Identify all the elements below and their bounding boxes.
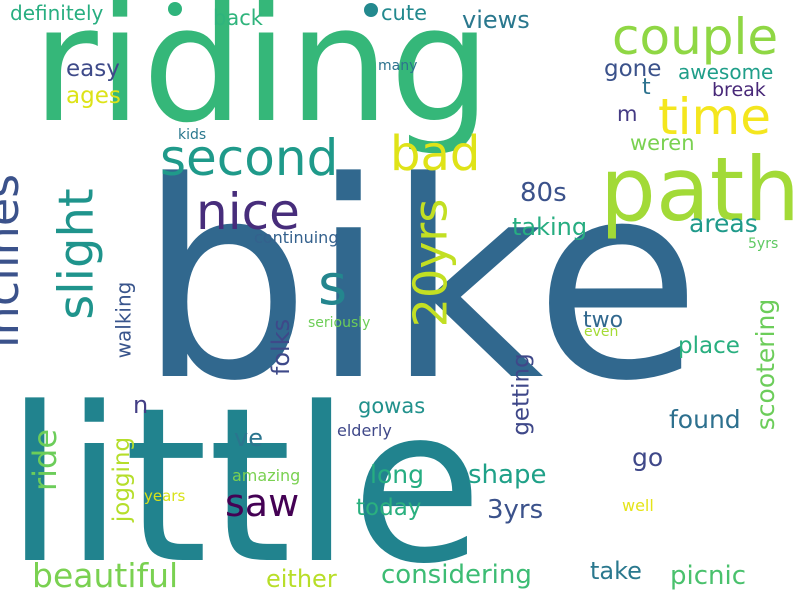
- word-go: go: [632, 443, 664, 472]
- word-place: place: [678, 333, 740, 359]
- word-t: t: [642, 75, 651, 100]
- word-saw: saw: [225, 481, 300, 525]
- word-ages: ages: [66, 83, 121, 109]
- word-jogging: jogging: [109, 436, 136, 523]
- word-found: found: [669, 405, 741, 434]
- word-amazing: amazing: [232, 466, 301, 485]
- word-cute: cute: [381, 1, 428, 25]
- word-20yrs: 20yrs: [403, 198, 458, 328]
- word-gowas: gowas: [358, 394, 426, 418]
- word-two: two: [583, 308, 624, 333]
- word-n: n: [133, 391, 149, 419]
- word-views: views: [462, 6, 530, 34]
- word-walking: folks: [267, 318, 296, 376]
- word-continuing: continuing: [254, 228, 339, 247]
- word-3yrs: 3yrs: [487, 495, 544, 525]
- word-either: either: [266, 565, 337, 593]
- word-s: s: [318, 253, 348, 318]
- word-inclines: inclines: [0, 173, 30, 349]
- word-many: many: [378, 58, 418, 74]
- word-5yrs: 5yrs: [748, 236, 779, 252]
- word-today: today: [356, 495, 422, 521]
- word-couple: couple: [612, 8, 779, 66]
- word-little: little: [5, 362, 483, 600]
- word-weren: weren: [630, 131, 695, 155]
- word-seriously: walking: [111, 281, 136, 359]
- word-getting: getting: [508, 353, 535, 436]
- word-definitely: definitely: [10, 1, 104, 25]
- word-break: break: [712, 79, 766, 101]
- word-taking: taking: [512, 213, 588, 241]
- word-time: time: [658, 88, 771, 146]
- word-take: take: [590, 557, 642, 585]
- word-well: well: [622, 496, 654, 515]
- word-elderly: elderly: [337, 421, 392, 440]
- word-shape: shape: [468, 460, 547, 490]
- word-bad: bad: [390, 126, 481, 182]
- word-awesome: awesome: [678, 60, 774, 84]
- word-path: path: [600, 138, 800, 241]
- word-beautiful: beautiful: [32, 556, 179, 595]
- word-areas: areas: [689, 209, 758, 238]
- word-considering: considering: [381, 560, 532, 590]
- word-scootering: scootering: [751, 298, 781, 431]
- word-80s: 80s: [520, 178, 567, 208]
- word-folks: seriously: [308, 315, 371, 331]
- word-ve: ve: [234, 424, 263, 452]
- word-back: back: [213, 6, 263, 30]
- word-m: m: [617, 102, 638, 126]
- word-long: long: [370, 460, 424, 489]
- word-years: years: [144, 487, 186, 505]
- dot-1: [168, 2, 182, 16]
- word-easy: easy: [66, 56, 120, 82]
- word-riding: riding: [32, 0, 492, 158]
- word-gone: gone: [604, 56, 662, 82]
- word-second: second: [160, 129, 339, 187]
- word-ride: ride: [26, 428, 65, 492]
- word-even: even: [584, 324, 619, 340]
- word-bike: bike: [138, 125, 702, 441]
- dot-2: [364, 3, 378, 17]
- word-slight: slight: [48, 188, 105, 320]
- word-nice: nice: [196, 183, 300, 241]
- word-kids: kids: [178, 127, 207, 143]
- word-picnic: picnic: [670, 561, 747, 591]
